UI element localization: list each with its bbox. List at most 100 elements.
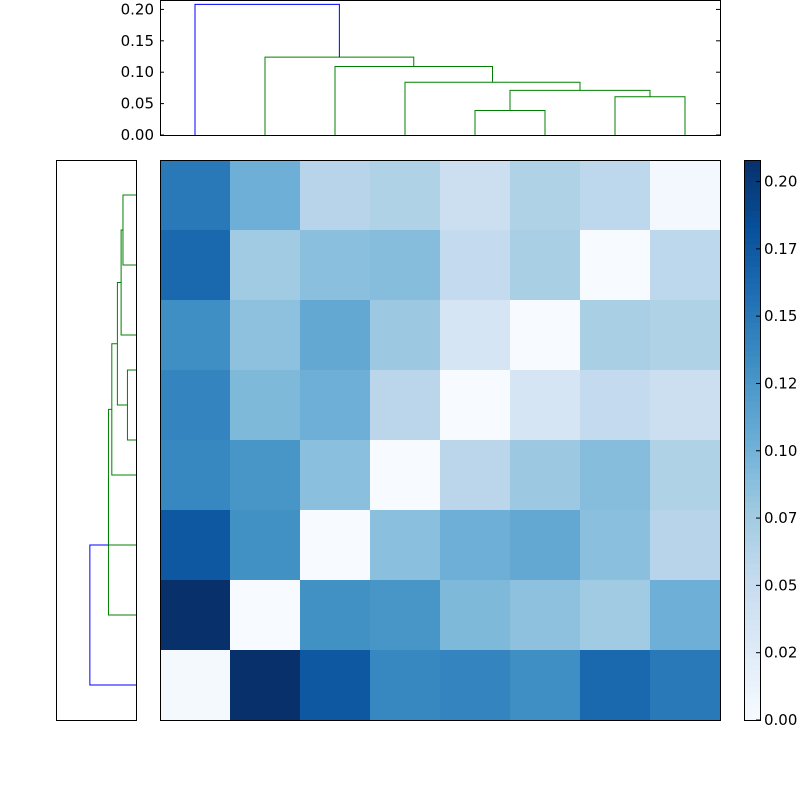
colorbar-gradient-band [744,479,760,486]
heatmap-cell [510,650,581,721]
heatmap-cell [440,230,511,301]
top-dendrogram: 0.00 0.05 0.10 0.15 0.20 [121,0,721,144]
left-dendrogram-link [116,282,128,406]
colorbar-gradient-band [744,524,760,531]
colorbar-gradient-band [744,557,760,564]
heatmap-frame [160,160,721,721]
top-dendrogram-link [474,110,546,135]
left-dendrogram-frame [56,160,137,721]
heatmap-cell [230,160,301,231]
colorbar-gradient-band [744,647,760,654]
heatmap-cell [370,370,441,441]
colorbar-gradient-band [744,703,760,710]
colorbar-gradient-band [744,412,760,419]
colorbar-gradient-band [744,389,760,396]
colorbar-gradient-band [744,232,760,239]
heatmap-cell [510,580,581,651]
colorbar-gradient-band [744,316,760,323]
heatmap-cell [300,650,371,721]
heatmap-cell [160,160,231,231]
top-dendrogram-tick-label: 0.10 [121,63,154,81]
colorbar-tick-label: 0.12 [764,374,797,392]
colorbar-gradient-band [744,300,760,307]
colorbar-gradient-band [744,619,760,626]
colorbar-gradient-band [744,697,760,704]
heatmap-cell [370,160,441,231]
colorbar-gradient-band [744,417,760,424]
heatmap-cell [370,440,441,511]
colorbar-gradient-band [744,484,760,491]
heatmap-cell [300,230,371,301]
heatmap-cell [650,650,721,721]
colorbar-tick-label: 0.20 [764,173,797,191]
left-dendrogram-link [107,408,136,546]
heatmap-cell [440,300,511,371]
colorbar-tick-label: 0.00 [764,711,797,729]
left-dendrogram-link [126,369,136,441]
colorbar-gradient-band [744,468,760,475]
colorbar-gradient-band [744,585,760,592]
heatmap-cell [300,160,371,231]
heatmap-cell [230,510,301,581]
top-dendrogram-link [194,3,340,135]
heatmap-cell [230,300,301,371]
colorbar-gradient-band [744,540,760,547]
colorbar-gradient-band [744,182,760,189]
colorbar-gradient-band [744,227,760,234]
colorbar-gradient-band [744,328,760,335]
heatmap-cell [300,370,371,441]
colorbar-gradient-band [744,384,760,391]
colorbar-gradient-band [744,624,760,631]
colorbar-gradient-band [744,160,760,167]
heatmap-cell [370,510,441,581]
heatmap-cell [510,510,581,581]
colorbar-gradient-band [744,176,760,183]
colorbar-gradient-band [744,423,760,430]
heatmap [160,160,721,721]
heatmap-cell [160,510,231,581]
colorbar-gradient-band [744,546,760,553]
colorbar-gradient-band [744,322,760,329]
colorbar-gradient-band [744,216,760,223]
top-dendrogram-frame [160,0,721,136]
colorbar-gradient-band [744,580,760,587]
top-dendrogram-link [509,89,651,111]
colorbar-gradient-band [744,680,760,687]
heatmap-cell [580,650,651,721]
colorbar-gradient-band [744,552,760,559]
colorbar-tick-label: 0.05 [764,576,797,594]
colorbar-gradient-band [744,501,760,508]
colorbar-tick-label: 0.07 [764,509,797,527]
colorbar-frame [744,160,761,721]
colorbar-gradient-band [744,428,760,435]
colorbar-gradient-band [744,311,760,318]
colorbar-gradient-band [744,249,760,256]
heatmap-cell [230,580,301,651]
colorbar-gradient-band [744,350,760,357]
heatmap-cell [370,580,441,651]
heatmap-cell [370,300,441,371]
heatmap-cell [580,160,651,231]
colorbar-gradient-band [744,283,760,290]
heatmap-cell [650,580,721,651]
heatmap-cell [650,300,721,371]
heatmap-cell [650,510,721,581]
heatmap-cell [650,440,721,511]
top-dendrogram-link [264,56,415,135]
colorbar-gradient-band [744,602,760,609]
heatmap-cell [440,510,511,581]
heatmap-cell [370,230,441,301]
colorbar-gradient-band [744,714,760,721]
colorbar-gradient-band [744,490,760,497]
top-dendrogram-tick-label: 0.00 [121,126,154,144]
colorbar-gradient-band [744,473,760,480]
colorbar-gradient-band [744,210,760,217]
colorbar-gradient-band [744,652,760,659]
colorbar-gradient-band [744,361,760,368]
colorbar-gradient-band [744,445,760,452]
heatmap-cell [580,510,651,581]
heatmap-cell [230,370,301,441]
heatmap-cell [230,650,301,721]
colorbar-gradient-band [744,496,760,503]
